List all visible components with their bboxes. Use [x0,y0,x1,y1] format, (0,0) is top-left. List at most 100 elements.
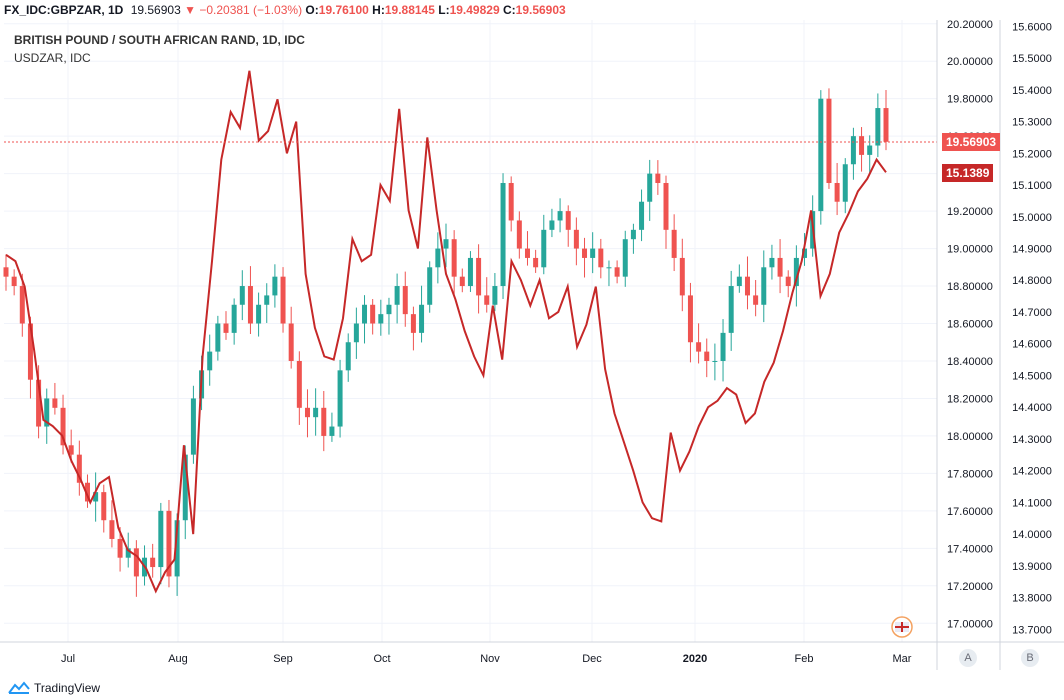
candle-body [728,286,734,333]
time-axis-tick: Mar [893,653,912,665]
gbpzar-candles [3,88,889,597]
left-axis-tick: 19.20000 [947,206,993,218]
candle-body [247,286,253,324]
candle-body [76,454,82,483]
overlay-series-legend[interactable]: USDZAR, IDC [14,51,91,65]
candle-body [362,304,368,324]
time-axis-tick: Sep [273,653,293,665]
candle-body [655,173,661,183]
right-axis-tick: 15.3000 [1012,117,1052,129]
left-axis-tick: 17.60000 [947,506,993,518]
right-axis-tick: 15.0000 [1012,212,1052,224]
tradingview-logo-icon[interactable] [8,681,30,695]
gbpzar-price-tag: 19.56903 [942,132,1001,151]
candle-body [598,248,604,268]
secondary-axis-button[interactable]: B [1021,649,1039,667]
left-axis-tick: 17.40000 [947,543,993,555]
left-axis-tick: 20.20000 [947,20,993,31]
candle-body [524,248,530,258]
candle-body [166,510,172,577]
open-label: O: [305,3,319,17]
down-arrow-icon: ▼ [184,3,196,17]
right-axis-tick: 14.5000 [1012,370,1052,382]
candle-body [337,370,343,427]
candle-body [3,267,9,277]
left-axis-tick: 20.00000 [947,56,993,68]
candle-body [443,239,449,249]
candle-body [744,276,750,296]
time-axis-tick: Aug [168,653,188,665]
left-axis-tick: 17.20000 [947,581,993,593]
candle-body [410,314,416,333]
candle-body [19,286,25,324]
right-axis-tick: 15.5000 [1012,53,1052,65]
candle-body [687,295,693,343]
candle-body [704,351,710,361]
candle-body [231,304,237,333]
left-axis-tick: 19.80000 [947,94,993,106]
close-value: 19.56903 [515,3,566,17]
candle-body [516,220,522,249]
candle-body [549,220,555,230]
time-axis-tick: 2020 [683,653,707,665]
right-axis-tick: 14.9000 [1012,243,1052,255]
candle-body [557,211,563,221]
right-axis-tick: 14.1000 [1012,497,1052,509]
footer: TradingView [8,678,100,698]
candle-body [11,276,17,287]
candle-body [93,492,99,502]
time-axis-tick: Jul [61,653,75,665]
right-axis-tick: 14.3000 [1012,434,1052,446]
right-axis-tick: 13.8000 [1012,593,1052,605]
right-axis-tick: 13.9000 [1012,561,1052,573]
candle-body [476,257,482,296]
left-axis-tick: 18.60000 [947,319,993,331]
right-axis-tick: 15.4000 [1012,85,1052,97]
candle-body [150,557,156,568]
symbol-name[interactable]: FX_IDC:GBPZAR, 1D [4,3,124,17]
candle-body [215,323,221,352]
flag-icon [891,616,913,638]
candle-body [451,239,457,277]
candle-body [296,360,302,408]
candle-body [117,538,123,558]
right-axis-tick: 15.6000 [1012,21,1052,33]
candle-body [565,211,571,230]
candle-body [484,295,490,305]
right-axis-tick: 14.2000 [1012,466,1052,478]
low-label: L: [438,3,450,17]
auto-scale-button[interactable]: A [959,649,977,667]
candle-body [720,332,726,361]
candle-body [777,257,783,277]
candle-body [834,182,840,202]
candle-body [60,407,66,446]
candle-body [419,304,425,333]
symbol-header: FX_IDC:GBPZAR, 1D 19.56903 ▼ −0.20381 (−… [0,0,1064,20]
right-price-axis: 15.6000 15.5000 15.4000 15.3000 15.2000 15.10… [1012,21,1052,636]
candle-body [590,248,596,258]
candle-body [818,98,824,212]
low-value: 19.49829 [449,3,500,17]
candle-body [508,182,514,221]
candle-body [663,182,669,230]
main-series-legend[interactable]: BRITISH POUND / SOUTH AFRICAN RAND, 1D, … [14,33,305,47]
candle-body [647,173,653,202]
candle-body [345,342,351,371]
left-axis-tick: 17.00000 [947,618,993,630]
candle-body [500,182,506,287]
left-axis-tick: 18.00000 [947,431,993,443]
candle-body [606,267,612,269]
candle-body [223,323,229,333]
right-axis-tick: 14.6000 [1012,339,1052,351]
candle-body [785,276,791,287]
candle-body [207,351,213,371]
right-axis-tick: 15.1000 [1012,180,1052,192]
right-axis-tick: 15.2000 [1012,148,1052,160]
candle-body [44,398,50,427]
brand-name[interactable]: TradingView [34,681,101,695]
candle-body [256,304,262,324]
price-chart[interactable]: 20.2000020.0000019.8000019.6000019.40000… [0,20,1064,670]
candle-body [427,267,433,305]
candle-body [304,407,310,418]
candle-body [280,276,286,324]
